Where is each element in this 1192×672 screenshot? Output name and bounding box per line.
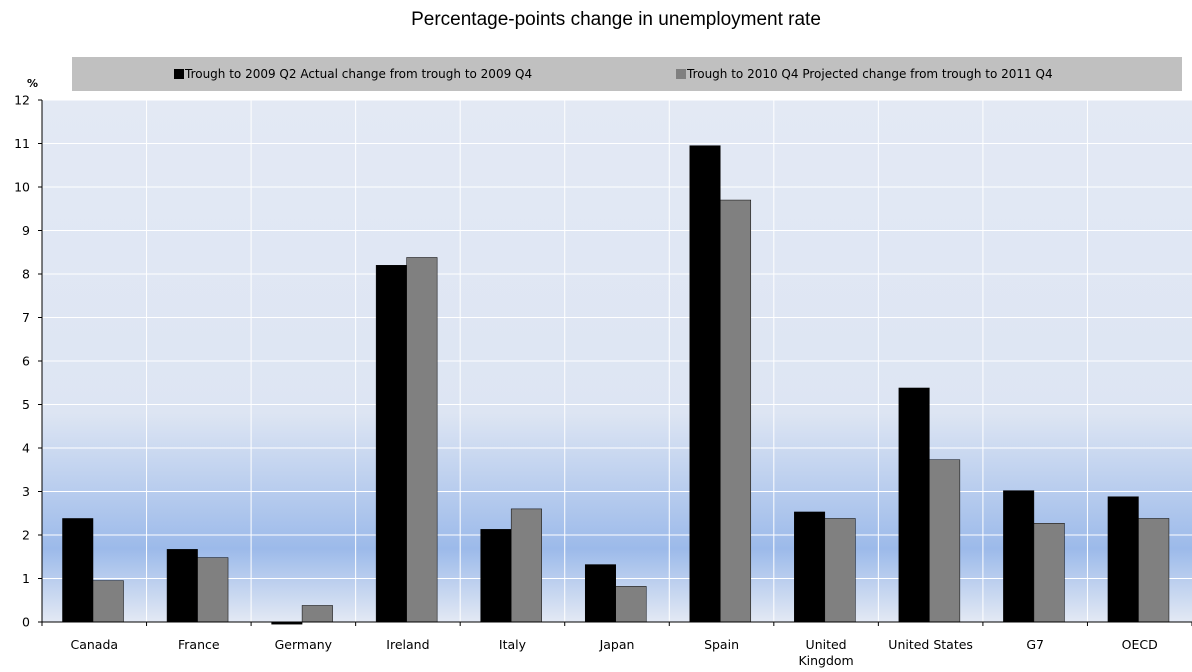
- x-tick-label: United Kingdom: [798, 637, 853, 668]
- bars: [62, 145, 1170, 625]
- x-tick-label: Spain: [704, 637, 739, 652]
- legend-swatch-series-2: [676, 69, 686, 79]
- y-tick-label: 11: [14, 136, 30, 151]
- x-tick-label: Italy: [499, 637, 527, 652]
- bar-series-1: [794, 511, 826, 623]
- x-tick-label: Canada: [70, 637, 118, 652]
- x-tick-label: Germany: [275, 637, 333, 652]
- bar-series-2: [92, 580, 124, 623]
- bar-series-1: [480, 529, 512, 623]
- y-tick-label: 4: [22, 441, 30, 456]
- bar-series-1: [62, 518, 94, 623]
- bar-series-2: [510, 508, 542, 623]
- y-tick-label: 8: [22, 267, 30, 282]
- legend-box: [72, 57, 1182, 91]
- bar-series-1: [1003, 490, 1035, 623]
- x-axis: Canada France Germany Ireland Italy Japan Spai…: [41, 621, 1192, 668]
- x-tick-label: OECD: [1122, 637, 1158, 652]
- x-tick-label: G7: [1026, 637, 1044, 652]
- bar-series-2: [824, 518, 856, 623]
- gridlines: [42, 99, 1192, 623]
- x-tick-label: Japan: [599, 637, 635, 652]
- y-tick-label: 2: [22, 528, 30, 543]
- bar-series-1: [1107, 496, 1139, 623]
- bar-series-2: [720, 199, 752, 623]
- bar-series-1: [375, 265, 407, 623]
- y-axis-unit: %: [27, 77, 38, 90]
- y-tick-label: 1: [22, 571, 30, 586]
- bar-series-1: [689, 145, 721, 623]
- bar-series-2: [197, 557, 229, 623]
- y-tick-label: 12: [14, 93, 30, 108]
- y-tick-label: 3: [22, 484, 30, 499]
- x-tick-label: Ireland: [386, 637, 429, 652]
- bar-series-1: [898, 387, 930, 623]
- legend-label-series-1: Trough to 2009 Q2 Actual change from tro…: [184, 67, 532, 81]
- x-tick-label: United States: [888, 637, 973, 652]
- y-tick-label: 9: [22, 223, 30, 238]
- y-tick-label: 10: [14, 180, 30, 195]
- y-tick-label: 0: [22, 615, 30, 630]
- bar-series-2: [1033, 523, 1065, 623]
- bar-series-2: [929, 459, 961, 623]
- bar-series-2: [301, 605, 333, 623]
- chart-title: Percentage-points change in unemployment…: [411, 9, 821, 30]
- bar-series-2: [1138, 518, 1170, 623]
- bar-series-1: [166, 549, 198, 623]
- bar-series-2: [615, 586, 647, 623]
- bar-series-1: [584, 564, 616, 623]
- y-tick-label: 7: [22, 310, 30, 325]
- y-tick-label: 5: [22, 397, 30, 412]
- legend-swatch-series-1: [174, 69, 184, 79]
- x-tick-label: France: [178, 637, 220, 652]
- y-tick-label: 6: [22, 354, 30, 369]
- bar-series-2: [406, 257, 438, 623]
- legend-label-series-2: Trough to 2010 Q4 Projected change from …: [686, 67, 1053, 81]
